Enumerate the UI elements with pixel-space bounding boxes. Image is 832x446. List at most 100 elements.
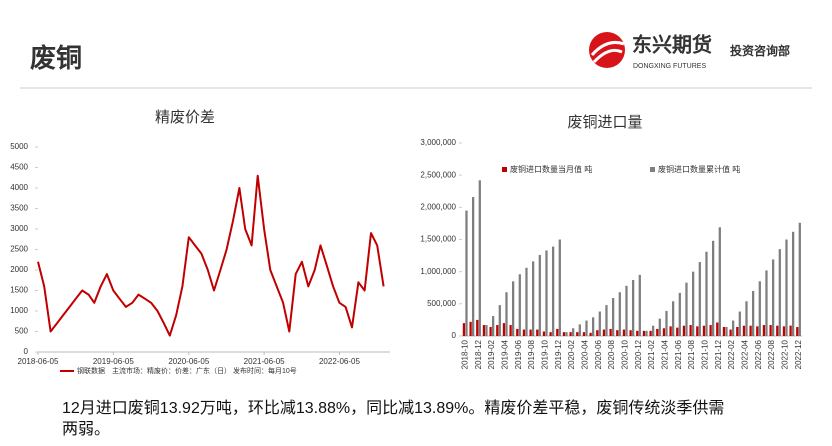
x-tick-label: 2018-06-05 [18, 357, 59, 366]
bar [518, 274, 521, 336]
bar [605, 305, 608, 336]
y-tick-label: 2000 [10, 265, 28, 274]
bar [596, 330, 599, 336]
x-tick-label: 2021-10 [700, 339, 709, 369]
bar [565, 332, 568, 336]
bar [769, 325, 772, 336]
x-tick-label: 2020-02 [567, 339, 576, 369]
x-tick-label: 2022-06-05 [319, 357, 360, 366]
y-tick-label: 2,000,000 [420, 202, 456, 211]
bar [676, 327, 679, 336]
bar [622, 329, 626, 336]
bar [545, 250, 548, 336]
bar [678, 292, 681, 336]
bar [736, 326, 739, 336]
bar [782, 326, 786, 336]
x-tick-label: 2022-04 [740, 339, 749, 369]
bar [505, 292, 508, 336]
bar [465, 210, 468, 336]
bar [662, 328, 666, 336]
x-tick-label: 2019-12 [554, 339, 563, 369]
bar [616, 330, 619, 336]
bar [576, 332, 579, 336]
bar [776, 325, 779, 336]
bar [598, 311, 601, 336]
x-tick-label: 2020-10 [620, 339, 629, 369]
brand: 东兴期货 [632, 32, 712, 56]
x-tick-label: 2019-04 [500, 339, 509, 369]
bar [496, 325, 499, 336]
x-tick-label: 2020-08 [607, 339, 616, 369]
y-tick-label: 5000 [10, 142, 28, 151]
bar [672, 301, 675, 336]
bar [549, 332, 552, 336]
bar [638, 274, 641, 336]
bar [529, 329, 532, 336]
bar [489, 326, 492, 336]
bar [762, 325, 766, 336]
bar [669, 326, 672, 336]
bar [778, 249, 781, 336]
bar [585, 320, 588, 336]
legend-swatch [502, 167, 507, 172]
bar [729, 329, 732, 336]
bar [632, 280, 635, 336]
bar [752, 290, 755, 336]
bar [609, 328, 612, 336]
bar [722, 326, 726, 336]
bar [612, 298, 615, 336]
bar [712, 240, 715, 336]
bar [589, 332, 592, 336]
chart-title: 精废价差 [155, 109, 215, 126]
bar [658, 318, 661, 336]
bar [745, 301, 748, 336]
bar [562, 332, 566, 336]
bar [485, 325, 488, 336]
x-tick-label: 2022-10 [780, 339, 789, 369]
bar [702, 325, 706, 336]
chart-title: 废铜进口量 [567, 114, 642, 131]
logo-swoosh [590, 40, 625, 64]
bar [522, 329, 526, 336]
x-tick-label: 2021-08 [687, 339, 696, 369]
bar [665, 310, 668, 336]
y-tick-label: 1,500,000 [420, 235, 456, 244]
bar [509, 325, 512, 336]
bar [685, 282, 688, 336]
x-tick-label: 2021-06-05 [244, 357, 285, 366]
bar [478, 180, 481, 336]
x-tick-label: 2020-06-05 [168, 357, 209, 366]
bar [725, 326, 728, 336]
bar [689, 325, 692, 336]
bar [785, 239, 788, 336]
bar [542, 331, 546, 336]
bar [472, 197, 475, 336]
bar [789, 325, 792, 336]
bar [705, 251, 708, 336]
bar [572, 328, 575, 336]
y-tick-label: 2,500,000 [420, 170, 456, 179]
y-tick-label: 2500 [10, 245, 28, 254]
x-tick-label: 2020-04 [580, 339, 589, 369]
y-tick-label: 500 [15, 327, 29, 336]
bar [738, 311, 741, 336]
x-tick-label: 2020-12 [634, 339, 643, 369]
bar [462, 323, 466, 336]
y-tick-label: 1500 [10, 286, 28, 295]
legend-label: 废铜进口数量当月值 吨 [510, 164, 592, 174]
logo [589, 32, 625, 68]
bar [629, 330, 632, 336]
x-tick-label: 2019-06-05 [93, 357, 134, 366]
legend-label: 钢联数据 [77, 366, 105, 375]
bar [758, 281, 761, 336]
x-tick-label: 2021-04 [660, 339, 669, 369]
bar [476, 319, 479, 336]
bar [592, 317, 595, 336]
bar [569, 332, 572, 336]
bar [642, 330, 646, 336]
bar [538, 254, 541, 336]
bar [765, 270, 768, 336]
x-tick-label: 2022-06 [754, 339, 763, 369]
bar [558, 239, 561, 336]
